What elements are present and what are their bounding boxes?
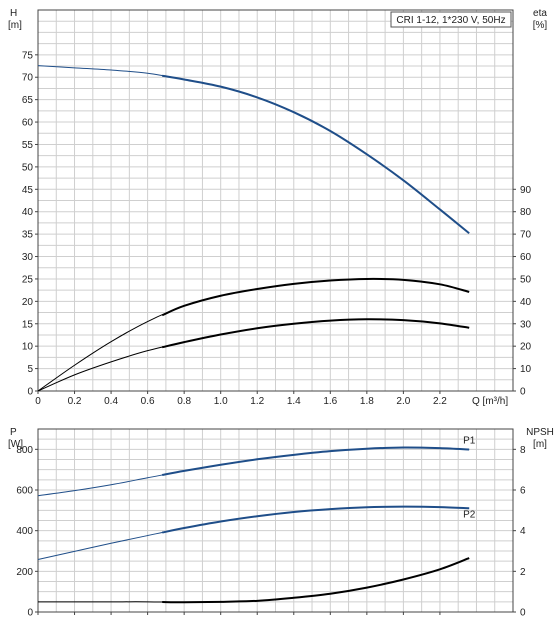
y-tick-label-left: 15 [22,319,34,330]
x-tick-label: 2.0 [396,396,410,407]
x-tick-label: 1.8 [360,396,374,407]
y-tick-label-right: 8 [520,445,526,456]
series-line-P2 [37,506,470,561]
x-tick-label: 0.2 [68,396,82,407]
y-tick-label-right: 80 [520,207,532,218]
y-tick-label-left: 30 [22,252,34,263]
y-tick-label-right: 10 [520,364,532,375]
y-axis-label-left: P [10,427,17,438]
y-tick-label-left: 50 [22,162,34,173]
y-tick-label-right: 90 [520,185,532,196]
series-line-P1 [37,446,470,497]
y-tick-label-right: 2 [520,567,526,578]
x-tick-label: 1.2 [250,396,264,407]
x-axis-label: Q [m³/h] [472,396,508,407]
y-axis-unit-right: [m] [533,439,547,450]
x-tick-label: 1.6 [323,396,337,407]
y-tick-label-right: 60 [520,252,532,263]
y-tick-label-left: 10 [22,342,34,353]
y-tick-label-right: 40 [520,297,532,308]
y-tick-label-left: 55 [22,140,34,151]
chart-title: CRI 1-12, 1*230 V, 50Hz [396,15,505,26]
y-tick-label-left: 70 [22,73,34,84]
series-line-operating-1 [161,277,470,317]
series-line-0 [37,65,470,234]
y-tick-label-left: 65 [22,95,34,106]
series-line-operating-2 [162,318,470,349]
y-tick-label-left: 800 [16,445,33,456]
x-tick-label: 1.4 [287,396,301,407]
y-axis-label-right: eta [533,8,547,19]
y-tick-label-right: 0 [520,608,526,619]
y-tick-label-left: 20 [22,297,34,308]
y-tick-label-left: 400 [16,526,33,537]
series-line-operating-2 [162,557,470,604]
y-tick-label-left: 0 [27,608,33,619]
y-tick-label-right: 70 [520,230,532,241]
y-tick-label-left: 40 [22,207,34,218]
y-axis-label-right: NPSH [526,427,554,438]
series-line-operating-0 [162,74,470,234]
plot-frame [37,428,514,613]
y-tick-label-right: 0 [520,387,526,398]
y-axis-unit-left: [m] [8,20,22,31]
y-tick-label-left: 35 [22,230,34,241]
series-line-operating-P2 [162,505,470,534]
plot-frame [37,9,514,392]
x-tick-label: 0 [35,396,41,407]
y-tick-label-right: 4 [520,526,526,537]
y-tick-label-right: 50 [520,274,532,285]
x-tick-label: 2.2 [433,396,447,407]
y-tick-label-left: 45 [22,185,34,196]
series-label-p1: P1 [463,436,476,447]
y-tick-label-left: 0 [27,387,33,398]
series-line-operating-P1 [162,446,470,477]
y-axis-unit-right: [%] [533,20,548,31]
series-label-p2: P2 [463,509,476,520]
y-tick-label-left: 75 [22,50,34,61]
y-tick-label-left: 600 [16,486,33,497]
y-tick-label-left: 25 [22,274,34,285]
y-tick-label-right: 30 [520,319,532,330]
x-tick-label: 0.8 [177,396,191,407]
y-tick-label-left: 60 [22,118,34,129]
x-tick-label: 0.4 [104,396,118,407]
y-tick-label-right: 6 [520,486,526,497]
y-tick-label-left: 200 [16,567,33,578]
title-box [390,11,512,28]
y-axis-unit-left: [W] [8,439,23,450]
y-axis-label-left: H [10,8,17,19]
x-tick-label: 0.6 [141,396,155,407]
y-tick-label-right: 20 [520,342,532,353]
x-tick-label: 1.0 [214,396,228,407]
y-tick-label-left: 5 [27,364,33,375]
